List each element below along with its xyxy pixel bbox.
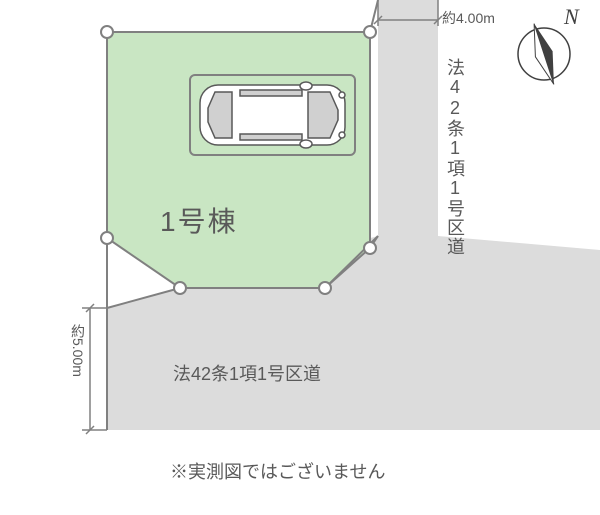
site-plan-canvas: 1号棟 法42条1項1号区道 法42条1項1号区道 約4.00m 約5.00m … [0,0,600,515]
lot-polygon [107,32,370,288]
dimension-top: 約4.00m [442,8,495,28]
disclaimer-text: ※実測図ではございません [170,458,385,484]
compass-icon [518,24,570,85]
road-right [378,0,438,236]
lot-label: 1号棟 [160,200,238,240]
compass-label: N [564,4,579,30]
dimension-left: 約5.00m [68,324,88,377]
road-bottom-label: 法42条1項1号区道 [173,360,321,386]
car-icon [200,82,345,148]
road-right-label: 法42条1項1号区道 [442,58,468,256]
plan-svg [0,0,600,515]
